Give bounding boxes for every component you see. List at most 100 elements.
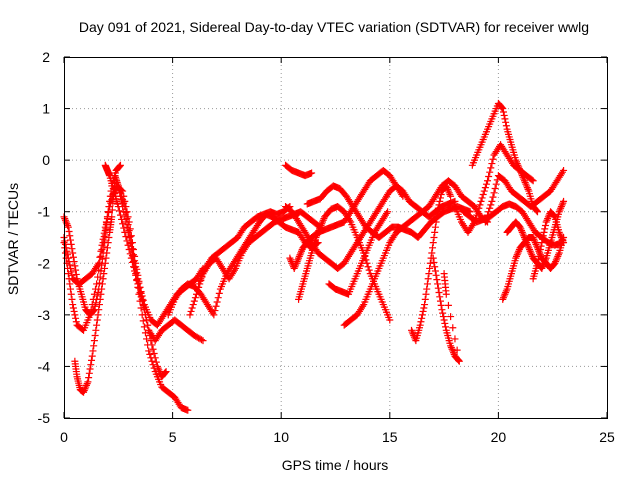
- data-point: [532, 206, 540, 214]
- data-point: [187, 307, 195, 315]
- data-point: [65, 227, 73, 235]
- data-point: [295, 254, 303, 262]
- data-point: [520, 175, 528, 183]
- data-point: [292, 259, 300, 267]
- data-point: [86, 365, 94, 373]
- data-point: [434, 204, 442, 212]
- data-point: [72, 314, 80, 322]
- data-point: [192, 290, 200, 298]
- data-point: [517, 225, 525, 233]
- data-point: [143, 335, 151, 343]
- data-point: [560, 239, 568, 247]
- data-point: [95, 266, 103, 274]
- y-tick-label: -1: [38, 204, 51, 220]
- data-point: [557, 204, 565, 212]
- data-point: [88, 356, 96, 364]
- data-point: [119, 220, 127, 228]
- data-point: [501, 290, 509, 298]
- data-point: [308, 169, 316, 177]
- data-point: [533, 207, 541, 215]
- data-point: [537, 242, 545, 250]
- data-point: [440, 270, 448, 278]
- data-point: [502, 122, 510, 130]
- data-point: [492, 180, 500, 188]
- data-point: [128, 258, 136, 266]
- data-point: [145, 326, 153, 334]
- data-point: [133, 276, 141, 284]
- data-point: [155, 366, 163, 374]
- data-point: [118, 215, 126, 223]
- data-point: [560, 166, 568, 174]
- data-point: [416, 321, 424, 329]
- data-point: [474, 208, 482, 216]
- data-point: [515, 165, 523, 173]
- data-point: [432, 271, 440, 279]
- data-point: [482, 180, 490, 188]
- series-arc-24: [529, 208, 568, 283]
- data-point: [487, 164, 495, 172]
- data-point: [490, 189, 498, 197]
- data-point: [434, 208, 442, 216]
- data-point: [517, 168, 525, 176]
- data-point: [92, 326, 100, 334]
- data-point: [408, 326, 416, 334]
- data-point: [477, 197, 485, 205]
- data-point: [438, 306, 446, 314]
- data-point: [544, 213, 552, 221]
- x-tick-label: 25: [599, 429, 615, 445]
- data-point: [68, 295, 76, 303]
- data-point: [109, 199, 117, 207]
- data-point: [294, 256, 302, 264]
- data-point: [524, 242, 532, 250]
- data-point: [441, 319, 449, 327]
- x-tick-label: 20: [491, 429, 507, 445]
- data-point: [531, 237, 539, 245]
- data-point: [293, 258, 301, 266]
- data-point: [70, 307, 78, 315]
- data-point: [161, 368, 169, 376]
- x-tick-label: 0: [60, 429, 68, 445]
- data-point: [436, 293, 444, 301]
- data-point: [522, 180, 530, 188]
- data-point: [525, 244, 533, 252]
- data-point: [502, 118, 510, 126]
- data-point: [149, 345, 157, 353]
- data-point: [71, 311, 79, 319]
- data-point: [71, 262, 79, 270]
- data-point: [127, 254, 135, 262]
- data-point: [420, 304, 428, 312]
- data-point: [144, 321, 152, 329]
- series-arc-16: [408, 182, 455, 345]
- data-point: [116, 161, 124, 169]
- data-point: [61, 216, 69, 224]
- data-point: [128, 245, 136, 253]
- plot-frame: [64, 57, 608, 419]
- data-point: [431, 223, 439, 231]
- data-point: [526, 246, 534, 254]
- data-point: [559, 199, 567, 207]
- y-axis-label: SDTVAR / TECUs: [5, 183, 21, 295]
- data-point: [152, 358, 160, 366]
- data-point: [491, 185, 499, 193]
- data-point: [539, 263, 547, 271]
- data-point: [486, 204, 494, 212]
- data-point: [89, 295, 97, 303]
- data-point: [122, 233, 130, 241]
- data-point: [422, 290, 430, 298]
- data-point: [89, 347, 97, 355]
- data-point: [214, 294, 222, 302]
- data-point: [97, 252, 105, 260]
- data-point: [430, 234, 438, 241]
- data-point: [90, 337, 98, 345]
- data-point: [69, 304, 77, 312]
- data-point: [190, 297, 198, 305]
- data-point: [87, 306, 95, 314]
- data-point: [447, 313, 455, 321]
- data-point: [484, 211, 492, 219]
- data-point: [292, 261, 300, 269]
- data-point: [121, 228, 129, 236]
- data-point: [66, 280, 74, 288]
- data-point: [140, 323, 148, 331]
- data-point: [549, 211, 557, 219]
- series-arc-5: [101, 161, 170, 381]
